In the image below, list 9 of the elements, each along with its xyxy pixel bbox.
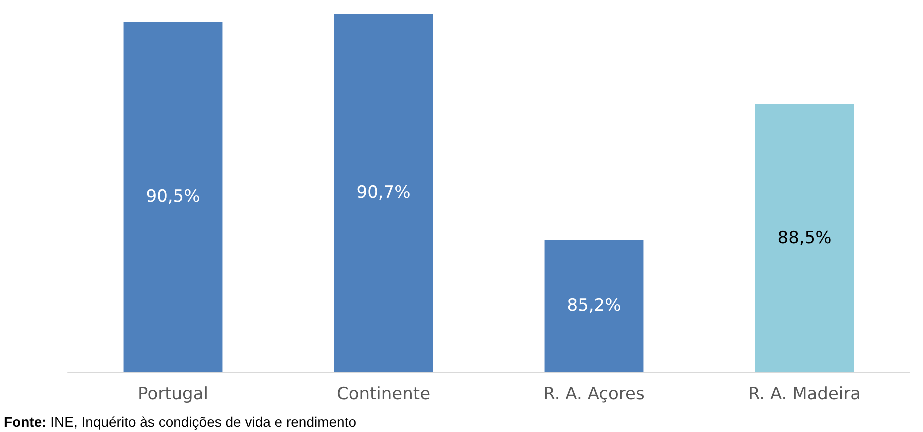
- x-tick-label: Continente: [336, 384, 431, 404]
- data-label: 85,2%: [567, 296, 622, 316]
- x-tick-label: Portugal: [138, 384, 208, 404]
- data-label: 90,5%: [146, 187, 200, 208]
- source-note: Fonte: INE, Inquérito às condições de vida e rendimento: [4, 414, 357, 430]
- x-tick-label: R. A. Açores: [544, 384, 645, 404]
- data-label: 88,5%: [778, 228, 832, 248]
- data-label: 90,7%: [356, 183, 411, 203]
- x-tick-label: R. A. Madeira: [748, 384, 862, 404]
